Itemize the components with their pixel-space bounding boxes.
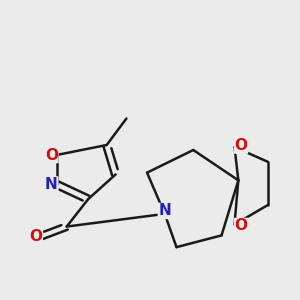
Text: N: N xyxy=(45,177,58,192)
Text: O: O xyxy=(235,138,248,153)
Text: O: O xyxy=(45,148,58,163)
Text: N: N xyxy=(158,203,171,218)
Text: O: O xyxy=(29,229,42,244)
Text: O: O xyxy=(235,218,248,233)
